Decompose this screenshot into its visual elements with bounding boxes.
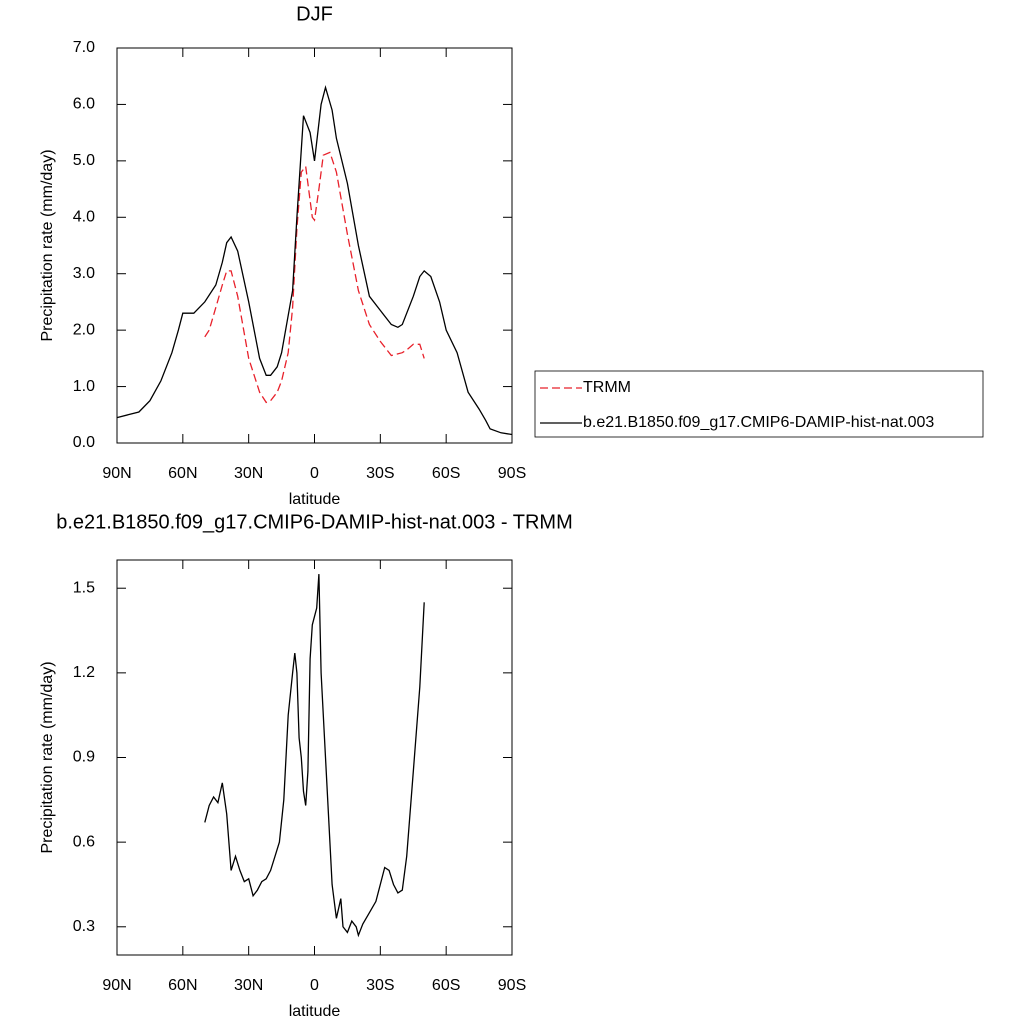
data-line bbox=[204, 151, 425, 404]
x-tick-label: 0 bbox=[310, 465, 319, 482]
plot-frame bbox=[116, 47, 513, 444]
x-tick-label: 60S bbox=[432, 977, 460, 994]
x-tick-label: 30N bbox=[234, 977, 263, 994]
data-line bbox=[116, 85, 513, 436]
x-tick-label: 90S bbox=[498, 977, 526, 994]
chart-title: b.e21.B1850.f09_g17.CMIP6-DAMIP-hist-nat… bbox=[56, 511, 573, 533]
x-tick-label: 90N bbox=[102, 977, 131, 994]
chart-title: DJF bbox=[296, 3, 333, 25]
x-tick-label: 90N bbox=[102, 465, 131, 482]
x-tick-label: 60N bbox=[168, 977, 197, 994]
y-tick-label: 0.0 bbox=[73, 434, 95, 451]
legend-box bbox=[534, 370, 984, 438]
legend-label: b.e21.B1850.f09_g17.CMIP6-DAMIP-hist-nat… bbox=[583, 414, 934, 431]
x-axis-label: latitude bbox=[289, 1003, 341, 1020]
y-axis-label: Precipitation rate (mm/day) bbox=[39, 149, 56, 341]
y-tick-label: 5.0 bbox=[73, 152, 95, 169]
x-tick-label: 60S bbox=[432, 465, 460, 482]
y-tick-label: 2.0 bbox=[73, 321, 95, 338]
plot-frame bbox=[116, 559, 513, 956]
data-line bbox=[204, 574, 425, 938]
x-tick-label: 0 bbox=[310, 977, 319, 994]
y-tick-label: 1.0 bbox=[73, 378, 95, 395]
y-tick-label: 1.2 bbox=[73, 664, 95, 681]
x-tick-label: 30N bbox=[234, 465, 263, 482]
y-tick-label: 0.6 bbox=[73, 833, 95, 850]
x-tick-label: 60N bbox=[168, 465, 197, 482]
x-tick-label: 30S bbox=[366, 465, 394, 482]
legend-label: TRMM bbox=[583, 379, 631, 396]
y-tick-label: 6.0 bbox=[73, 96, 95, 113]
y-tick-label: 4.0 bbox=[73, 209, 95, 226]
x-axis-label: latitude bbox=[289, 491, 341, 508]
y-tick-label: 0.9 bbox=[73, 749, 95, 766]
y-tick-label: 7.0 bbox=[73, 39, 95, 56]
y-tick-label: 0.3 bbox=[73, 918, 95, 935]
y-tick-label: 1.5 bbox=[73, 579, 95, 596]
y-tick-label: 3.0 bbox=[73, 265, 95, 282]
x-tick-label: 90S bbox=[498, 465, 526, 482]
x-tick-label: 30S bbox=[366, 977, 394, 994]
y-axis-label: Precipitation rate (mm/day) bbox=[39, 661, 56, 853]
